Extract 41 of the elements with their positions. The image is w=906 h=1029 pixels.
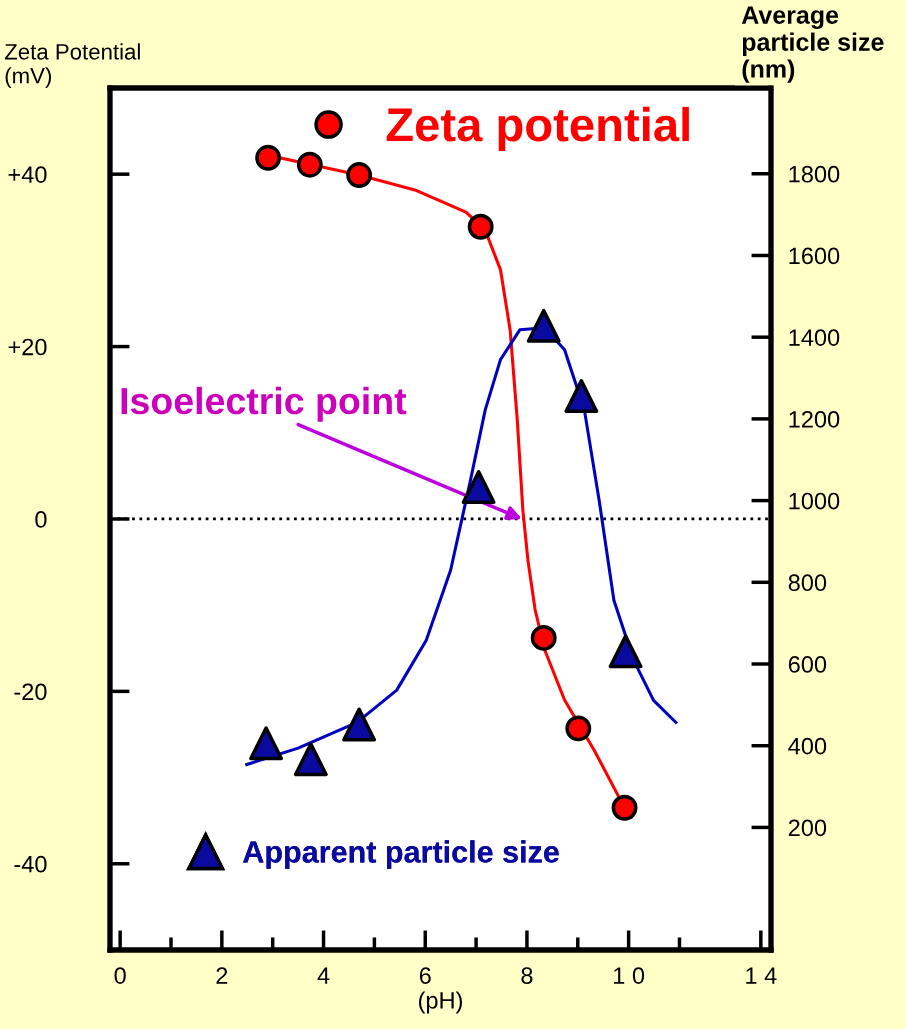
legend-label: Apparent particle size	[243, 840, 559, 869]
y-tick-label: 0	[35, 511, 47, 528]
y2-tick-label: 600	[788, 656, 827, 673]
x-tick-label: 0	[114, 967, 126, 984]
x-tick-label: 1 4	[746, 967, 777, 984]
x-axis-title: (pH)	[419, 991, 462, 1014]
x-tick-label: 8	[521, 967, 533, 984]
x-tick-label: 2	[216, 967, 228, 984]
point	[564, 379, 599, 413]
annotation: Isoelectric point	[121, 386, 407, 422]
y2-tick-label: 1000	[789, 492, 840, 510]
point	[296, 151, 323, 178]
y2-tick-label: 400	[788, 737, 827, 755]
point	[526, 308, 561, 343]
y2-tick-label: 1400	[789, 329, 840, 346]
point	[608, 634, 643, 669]
y-tick-label: -40	[14, 855, 47, 873]
point	[565, 715, 592, 742]
y2-tick-label: 800	[788, 574, 827, 592]
x-tick-label: 6	[419, 967, 431, 984]
y2-tick-label: 1200	[789, 410, 840, 428]
point	[342, 707, 377, 742]
y2-axis-title: Average particle size (nm)	[741, 6, 884, 83]
x-tick-label: 1 0	[614, 967, 645, 984]
legend-label: Zeta potential	[386, 106, 689, 151]
y2-tick-label: 200	[788, 819, 827, 837]
point	[346, 162, 373, 188]
y-tick-label: +20	[8, 338, 47, 356]
y-axis-title: Zeta Potential (mV)	[4, 43, 140, 88]
point	[530, 624, 557, 651]
y2-tick-label: 1800	[789, 165, 840, 183]
point	[611, 794, 638, 821]
point	[293, 742, 328, 777]
point	[461, 470, 496, 505]
x-tick-label: 4	[317, 967, 330, 984]
y-tick-label: +40	[8, 166, 47, 183]
point	[467, 213, 494, 240]
y2-tick-label: 1600	[789, 247, 840, 265]
point	[255, 144, 282, 171]
y-tick-label: -20	[14, 683, 47, 701]
point	[249, 726, 284, 761]
